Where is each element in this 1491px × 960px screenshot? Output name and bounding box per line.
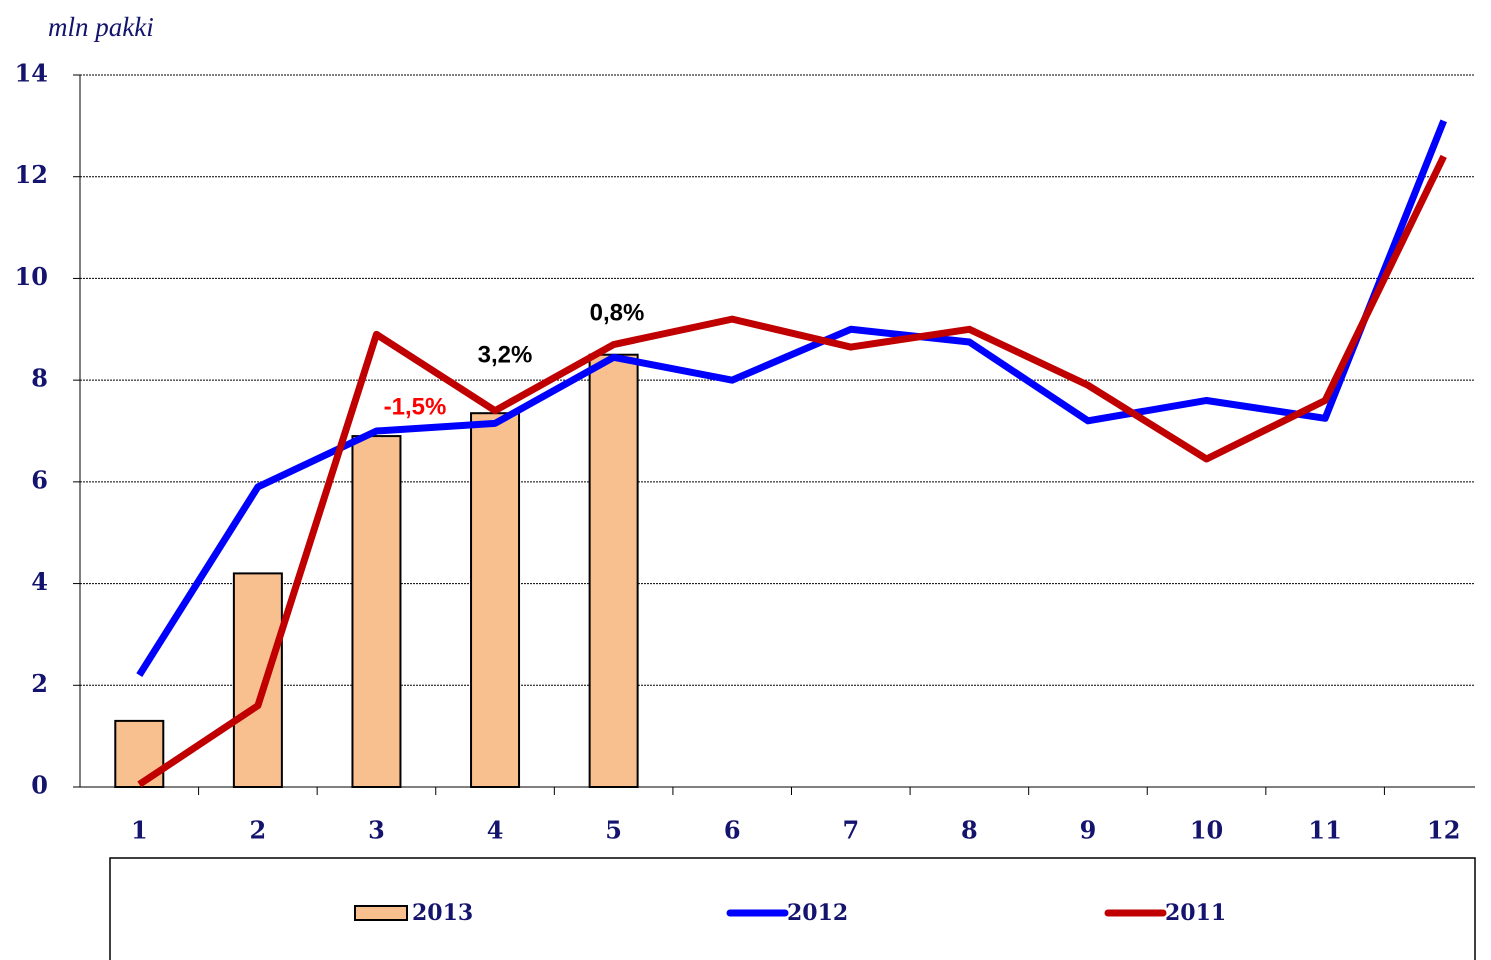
x-tick-label: 6 (724, 816, 741, 845)
legend-label: 2011 (1165, 900, 1226, 926)
x-tick-label: 5 (605, 816, 622, 845)
y-tick-label: 0 (31, 771, 48, 800)
x-tick-label: 12 (1427, 816, 1460, 845)
y-tick-label: 10 (15, 262, 48, 291)
y-tick-label: 8 (31, 364, 48, 393)
y-tick-label: 12 (15, 160, 48, 189)
x-tick-label: 8 (961, 816, 978, 845)
x-tick-label: 11 (1308, 816, 1341, 845)
y-tick-label: 2 (31, 669, 48, 698)
x-tick-label: 7 (842, 816, 859, 845)
annotation: -1,5% (384, 393, 447, 420)
x-tick-label: 4 (487, 816, 504, 845)
x-tick-label: 9 (1080, 816, 1097, 845)
x-tick-label: 1 (131, 816, 148, 845)
x-tick-label: 3 (368, 816, 385, 845)
bar (470, 412, 521, 788)
line (137, 154, 1447, 788)
legend-swatch (354, 905, 408, 921)
y-tick-label: 4 (31, 567, 48, 596)
y-axis-label: mln pakki (48, 12, 154, 42)
legend-label: 2012 (787, 900, 848, 926)
annotation: 3,2% (478, 341, 533, 368)
y-tick-label: 6 (31, 465, 48, 494)
line (136, 119, 1447, 677)
x-tick-label: 10 (1190, 816, 1223, 845)
legend-box (109, 857, 1476, 960)
annotation: 0,8% (590, 299, 645, 326)
y-tick-label: 14 (15, 59, 48, 88)
x-tick-label: 2 (250, 816, 267, 845)
bar (588, 353, 639, 788)
legend-label: 2013 (412, 900, 473, 926)
bar (351, 435, 402, 788)
bar (232, 572, 283, 789)
